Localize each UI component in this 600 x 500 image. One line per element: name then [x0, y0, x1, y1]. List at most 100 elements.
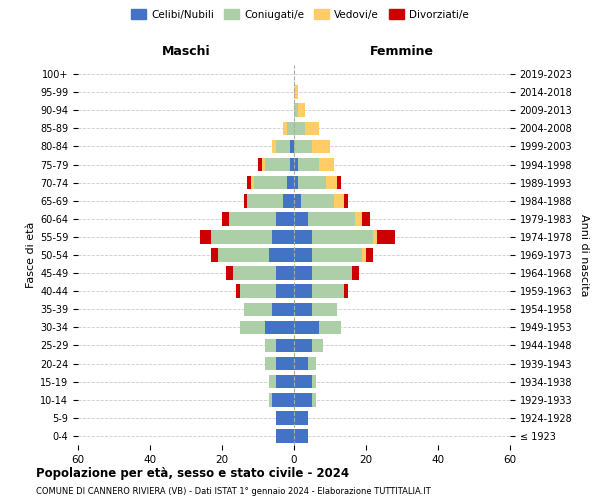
Bar: [236, 284, 240, 298]
Bar: [362, 212, 370, 226]
Bar: [276, 411, 294, 424]
Text: Popolazione per età, sesso e stato civile - 2024: Popolazione per età, sesso e stato civil…: [36, 468, 349, 480]
Bar: [254, 176, 287, 190]
Bar: [276, 375, 294, 388]
Bar: [294, 140, 312, 153]
Bar: [362, 248, 366, 262]
Bar: [211, 248, 218, 262]
Bar: [294, 122, 305, 135]
Bar: [308, 212, 355, 226]
Text: Maschi: Maschi: [161, 45, 211, 58]
Bar: [240, 320, 265, 334]
Bar: [319, 158, 334, 172]
Bar: [294, 284, 312, 298]
Bar: [298, 176, 326, 190]
Bar: [276, 140, 290, 153]
Bar: [312, 266, 352, 280]
Bar: [247, 176, 251, 190]
Bar: [294, 411, 308, 424]
Bar: [294, 248, 312, 262]
Bar: [366, 248, 373, 262]
Bar: [294, 357, 308, 370]
Bar: [334, 194, 344, 207]
Bar: [251, 176, 254, 190]
Bar: [294, 194, 301, 207]
Y-axis label: Fasce di età: Fasce di età: [26, 222, 36, 288]
Bar: [294, 429, 308, 442]
Bar: [377, 230, 395, 243]
Bar: [312, 375, 316, 388]
Bar: [344, 284, 348, 298]
Bar: [272, 393, 294, 406]
Bar: [244, 194, 247, 207]
Bar: [294, 393, 312, 406]
Bar: [294, 86, 298, 99]
Bar: [276, 357, 294, 370]
Bar: [301, 194, 334, 207]
Bar: [312, 338, 323, 352]
Bar: [222, 212, 229, 226]
Bar: [290, 140, 294, 153]
Bar: [337, 176, 341, 190]
Bar: [355, 212, 362, 226]
Bar: [272, 140, 276, 153]
Bar: [294, 375, 312, 388]
Bar: [312, 284, 344, 298]
Bar: [294, 212, 308, 226]
Bar: [272, 230, 294, 243]
Bar: [283, 122, 287, 135]
Bar: [226, 266, 233, 280]
Bar: [298, 158, 319, 172]
Legend: Celibi/Nubili, Coniugati/e, Vedovi/e, Divorziati/e: Celibi/Nubili, Coniugati/e, Vedovi/e, Di…: [127, 5, 473, 24]
Bar: [269, 393, 272, 406]
Bar: [276, 284, 294, 298]
Bar: [247, 194, 283, 207]
Bar: [344, 194, 348, 207]
Text: Femmine: Femmine: [370, 45, 434, 58]
Text: COMUNE DI CANNERO RIVIERA (VB) - Dati ISTAT 1° gennaio 2024 - Elaborazione TUTTI: COMUNE DI CANNERO RIVIERA (VB) - Dati IS…: [36, 488, 431, 496]
Bar: [258, 158, 262, 172]
Bar: [229, 212, 276, 226]
Bar: [276, 338, 294, 352]
Bar: [312, 393, 316, 406]
Bar: [294, 302, 312, 316]
Bar: [287, 122, 294, 135]
Bar: [283, 194, 294, 207]
Bar: [373, 230, 377, 243]
Bar: [265, 158, 290, 172]
Bar: [308, 357, 316, 370]
Bar: [240, 284, 276, 298]
Bar: [294, 338, 312, 352]
Bar: [265, 338, 276, 352]
Bar: [211, 230, 272, 243]
Y-axis label: Anni di nascita: Anni di nascita: [579, 214, 589, 296]
Bar: [326, 176, 337, 190]
Bar: [265, 320, 294, 334]
Bar: [294, 158, 298, 172]
Bar: [312, 248, 362, 262]
Bar: [294, 230, 312, 243]
Bar: [265, 357, 276, 370]
Bar: [287, 176, 294, 190]
Bar: [244, 302, 272, 316]
Bar: [262, 158, 265, 172]
Bar: [218, 248, 269, 262]
Bar: [272, 302, 294, 316]
Bar: [200, 230, 211, 243]
Bar: [312, 140, 330, 153]
Bar: [312, 302, 337, 316]
Bar: [269, 248, 294, 262]
Bar: [276, 429, 294, 442]
Bar: [294, 176, 298, 190]
Bar: [294, 266, 312, 280]
Bar: [233, 266, 276, 280]
Bar: [352, 266, 359, 280]
Bar: [312, 230, 373, 243]
Bar: [298, 104, 305, 117]
Bar: [276, 212, 294, 226]
Bar: [276, 266, 294, 280]
Bar: [294, 104, 298, 117]
Bar: [319, 320, 341, 334]
Bar: [305, 122, 319, 135]
Bar: [290, 158, 294, 172]
